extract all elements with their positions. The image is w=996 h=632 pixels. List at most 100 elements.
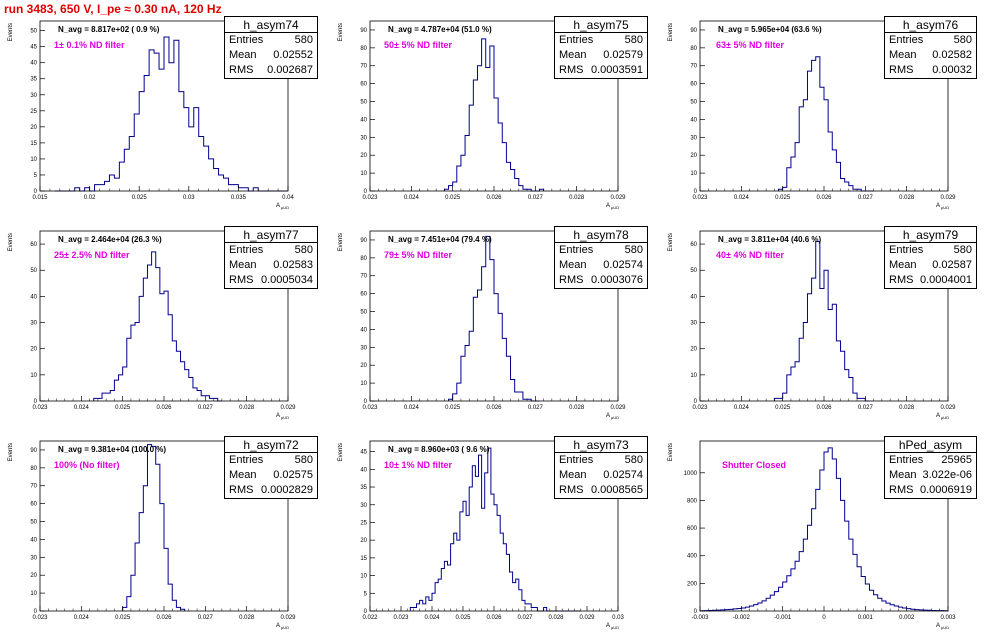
y-tick-label: 50 — [690, 100, 697, 106]
x-tick-label: 0.025 — [455, 615, 471, 621]
histogram-svg: 0.023 0.024 0.025 0.026 0.027 0.028 0.029 0 10 20… — [8, 440, 296, 630]
n-avg-label: N_avg = 3.811e+04 (40.6 %) — [718, 235, 822, 244]
stat-label-rms: RMS — [229, 64, 254, 76]
x-axis-label: A — [606, 203, 610, 209]
stat-row-entries: Entries 580 — [885, 243, 976, 258]
y-tick-label: 15 — [360, 556, 367, 562]
stat-label-rms: RMS — [559, 274, 584, 286]
histogram-svg: -0.003 -0.002 -0.001 0 0.001 0.002 0.003 0 200 40… — [668, 440, 956, 630]
x-axis-label: A — [276, 623, 280, 629]
stat-label-entries: Entries — [229, 454, 264, 466]
y-tick-label: 0 — [694, 189, 698, 195]
stat-row-entries: Entries 580 — [555, 33, 647, 48]
n-avg-label: N_avg = 9.381e+04 (100.0 %) — [58, 445, 167, 454]
y-tick-label: 50 — [30, 268, 37, 274]
x-tick-label: 0.029 — [579, 615, 595, 621]
stat-row-rms: RMS 0.0006919 — [885, 483, 976, 498]
x-tick-label: 0.029 — [940, 405, 956, 411]
x-tick-label: 0.024 — [74, 405, 90, 411]
stat-label-entries: Entries — [889, 244, 924, 256]
y-tick-label: 20 — [690, 153, 697, 159]
x-tick-label: 0.001 — [858, 615, 874, 621]
y-tick-label: 30 — [360, 135, 367, 141]
filter-annotation: 25± 2.5% ND filter — [54, 250, 130, 260]
y-tick-label: 70 — [360, 274, 367, 280]
x-tick-label: 0.027 — [198, 405, 214, 411]
stat-value-mean: 0.02552 — [273, 49, 313, 61]
filter-annotation: 40± 4% ND filter — [716, 250, 784, 260]
y-tick-label: 80 — [360, 256, 367, 262]
x-tick-label: 0.026 — [486, 195, 502, 201]
stat-row-entries: Entries 580 — [225, 243, 317, 258]
y-tick-label: 40 — [30, 61, 37, 67]
x-tick-label: 0.027 — [198, 615, 214, 621]
x-tick-label: 0.029 — [610, 405, 626, 411]
x-tick-label: 0.028 — [569, 405, 585, 411]
x-tick-label: 0.023 — [32, 405, 48, 411]
y-tick-label: 40 — [690, 117, 697, 123]
y-tick-label: 20 — [30, 347, 37, 353]
histogram-name: h_asym76 — [885, 17, 976, 33]
stats-box: h_asym77 Entries 580 Mean 0.02583 RMS 0.000503… — [224, 226, 318, 289]
x-axis-label: A — [276, 413, 280, 419]
y-tick-label: 80 — [690, 46, 697, 52]
y-tick-label: 10 — [30, 157, 37, 163]
stat-row-mean: Mean 0.02574 — [555, 258, 647, 273]
x-tick-label: 0.024 — [734, 405, 750, 411]
x-tick-label: 0.023 — [393, 615, 409, 621]
x-tick-label: 0.028 — [569, 195, 585, 201]
y-tick-label: 45 — [30, 45, 37, 51]
stat-value-rms: 0.0002829 — [261, 484, 313, 496]
stat-row-rms: RMS 0.0004001 — [885, 273, 976, 288]
y-axis-label: Events — [338, 443, 344, 461]
y-tick-label: 35 — [30, 77, 37, 83]
stat-label-entries: Entries — [889, 454, 924, 466]
y-tick-label: 40 — [360, 117, 367, 123]
x-tick-label: 0.026 — [816, 405, 832, 411]
stat-row-rms: RMS 0.0002829 — [225, 483, 317, 498]
y-tick-label: 60 — [690, 242, 697, 248]
n-avg-label: N_avg = 4.787e+04 (51.0 %) — [388, 25, 492, 34]
y-tick-label: 50 — [690, 268, 697, 274]
x-tick-label: 0.023 — [692, 405, 708, 411]
y-tick-label: 10 — [360, 171, 367, 177]
stat-row-entries: Entries 580 — [225, 33, 317, 48]
y-tick-label: 50 — [360, 100, 367, 106]
y-tick-label: 15 — [30, 141, 37, 147]
x-tick-label: 0.026 — [486, 405, 502, 411]
y-tick-label: 0 — [694, 609, 698, 615]
n-avg-label: N_avg = 8.960e+03 ( 9.6 %) — [388, 445, 490, 454]
stat-row-mean: Mean 3.022e-06 — [885, 468, 976, 483]
y-tick-label: 60 — [30, 502, 37, 508]
histogram-panel: 0.022 0.023 0.024 0.025 0.026 0.027 0.028 0.029… — [330, 432, 650, 632]
histogram-svg: 0.023 0.024 0.025 0.026 0.027 0.028 0.029 0 10 20… — [8, 230, 296, 420]
y-tick-label: 30 — [30, 555, 37, 561]
x-tick-label: 0.027 — [858, 195, 874, 201]
stat-label-entries: Entries — [889, 34, 924, 46]
y-tick-label: 90 — [690, 28, 697, 34]
x-tick-label: 0.025 — [115, 405, 131, 411]
filter-annotation: 79± 5% ND filter — [384, 250, 452, 260]
y-tick-label: 30 — [360, 345, 367, 351]
y-tick-label: 30 — [360, 503, 367, 509]
histogram-svg: 0.023 0.024 0.025 0.026 0.027 0.028 0.029 0 10 20… — [668, 20, 956, 210]
histogram-name: h_asym77 — [225, 227, 317, 243]
x-tick-label: 0.023 — [362, 405, 378, 411]
stat-value-mean: 0.02579 — [603, 49, 643, 61]
stat-label-rms: RMS — [559, 64, 584, 76]
filter-annotation: 100% (No filter) — [54, 460, 120, 470]
filter-annotation: 10± 1% ND filter — [384, 460, 452, 470]
y-tick-label: 10 — [360, 381, 367, 387]
y-tick-label: 80 — [30, 466, 37, 472]
x-axis-label: A — [936, 203, 940, 209]
y-tick-label: 5 — [364, 591, 368, 597]
y-tick-label: 20 — [360, 363, 367, 369]
stat-label-rms: RMS — [559, 484, 584, 496]
plot-frame — [39, 20, 289, 192]
histogram-name: h_asym75 — [555, 17, 647, 33]
y-tick-label: 10 — [690, 171, 697, 177]
stat-label-mean: Mean — [229, 259, 257, 271]
x-tick-label: 0.029 — [940, 195, 956, 201]
x-axis-label-subscript: μUD — [281, 625, 289, 630]
stat-row-entries: Entries 580 — [555, 453, 647, 468]
